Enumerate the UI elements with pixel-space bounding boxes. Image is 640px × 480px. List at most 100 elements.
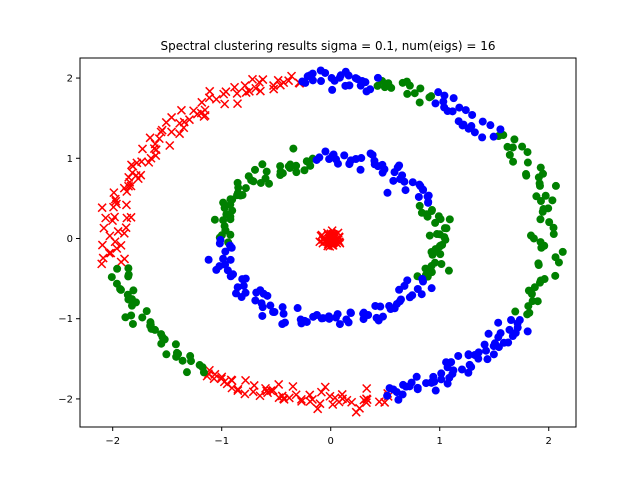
y-tick-label: 1 <box>67 154 73 165</box>
data-point-dot <box>376 302 385 311</box>
data-point-dot <box>280 318 289 327</box>
data-point-x <box>126 160 137 170</box>
data-point-dot <box>142 307 151 316</box>
data-point-x <box>113 226 123 236</box>
data-point-dot <box>524 286 533 295</box>
data-point-x <box>154 134 164 144</box>
data-point-dot <box>401 186 410 195</box>
data-point-dot <box>270 308 279 317</box>
data-point-dot <box>262 167 271 176</box>
data-point-x <box>233 384 243 394</box>
data-point-dot <box>494 318 503 327</box>
data-point-x <box>287 71 297 81</box>
x-tick-label: 1 <box>437 436 443 447</box>
data-point-dot <box>233 188 242 197</box>
data-point-x <box>255 86 265 96</box>
data-point-dot <box>437 260 446 269</box>
data-point-dot <box>204 255 213 264</box>
data-point-dot <box>279 309 288 318</box>
data-point-x <box>156 127 166 137</box>
data-point-dot <box>226 255 235 264</box>
data-point-x <box>241 375 251 385</box>
data-point-dot <box>251 296 260 305</box>
data-point-dot <box>464 351 473 360</box>
data-point-dot <box>447 358 456 367</box>
data-point-dot <box>449 94 458 103</box>
data-point-dot <box>558 247 567 256</box>
data-point-dot <box>212 265 221 274</box>
data-point-dot <box>486 121 495 130</box>
data-point-dot <box>533 297 542 306</box>
data-point-x <box>121 223 131 233</box>
data-point-dot <box>435 230 444 239</box>
data-point-dot <box>162 350 171 359</box>
data-point-x <box>230 82 240 92</box>
data-point-dot <box>416 84 425 93</box>
data-point-dot <box>511 307 520 316</box>
data-point-dot <box>341 81 350 90</box>
data-point-dot <box>251 165 260 174</box>
data-point-x <box>328 399 338 410</box>
data-point-dot <box>532 192 541 201</box>
data-point-dot <box>362 87 371 96</box>
data-point-dot <box>227 243 236 252</box>
data-point-dot <box>237 292 246 301</box>
data-point-x <box>116 240 126 250</box>
x-tick-label: −1 <box>214 436 229 447</box>
data-point-dot <box>345 160 354 169</box>
data-point-x <box>380 397 390 407</box>
data-point-dot <box>515 316 524 325</box>
data-point-dot <box>325 155 334 164</box>
data-point-dot <box>484 329 493 338</box>
data-point-dot <box>467 122 476 131</box>
data-point-dot <box>490 339 499 348</box>
data-point-dot <box>393 163 402 172</box>
data-point-dot <box>536 163 545 172</box>
data-point-dot <box>265 179 274 188</box>
data-point-x <box>284 393 294 403</box>
data-point-dot <box>174 349 183 358</box>
data-point-dot <box>523 148 532 157</box>
data-point-dot <box>380 83 389 92</box>
data-point-dot <box>467 362 476 371</box>
data-point-x <box>233 386 243 396</box>
data-point-dot <box>333 310 342 319</box>
data-point-dot <box>415 201 424 210</box>
data-point-x <box>204 93 214 103</box>
x-tick-label: 0 <box>328 436 334 447</box>
data-point-dot <box>344 318 353 327</box>
data-point-dot <box>526 231 535 240</box>
data-point-dot <box>437 369 446 378</box>
data-point-dot <box>503 142 512 151</box>
data-point-dot <box>539 205 548 214</box>
data-point-x <box>184 115 194 125</box>
plot-border <box>79 57 577 428</box>
data-point-x <box>359 395 369 405</box>
data-point-x <box>255 391 265 401</box>
data-point-dot <box>241 274 250 283</box>
data-point-dot <box>445 215 454 224</box>
data-point-dot <box>540 275 549 284</box>
data-point-dot <box>425 231 434 240</box>
data-point-dot <box>496 329 505 338</box>
data-point-dot <box>306 161 315 170</box>
data-point-dot <box>536 238 545 247</box>
data-point-dot <box>545 218 554 227</box>
data-point-dot <box>429 372 438 381</box>
data-point-dot <box>551 271 560 280</box>
data-point-dot <box>124 272 133 281</box>
data-point-x <box>347 397 357 407</box>
data-point-dot <box>129 286 138 295</box>
data-point-x <box>99 223 109 233</box>
data-point-dot <box>538 169 547 178</box>
data-point-x <box>112 243 122 253</box>
data-point-x <box>247 74 258 84</box>
data-point-x <box>104 248 114 258</box>
data-point-x <box>268 385 278 395</box>
data-point-x <box>268 81 279 91</box>
data-point-x <box>119 228 129 238</box>
data-point-dot <box>478 117 487 126</box>
data-point-x <box>211 94 221 104</box>
data-point-x <box>260 383 271 393</box>
